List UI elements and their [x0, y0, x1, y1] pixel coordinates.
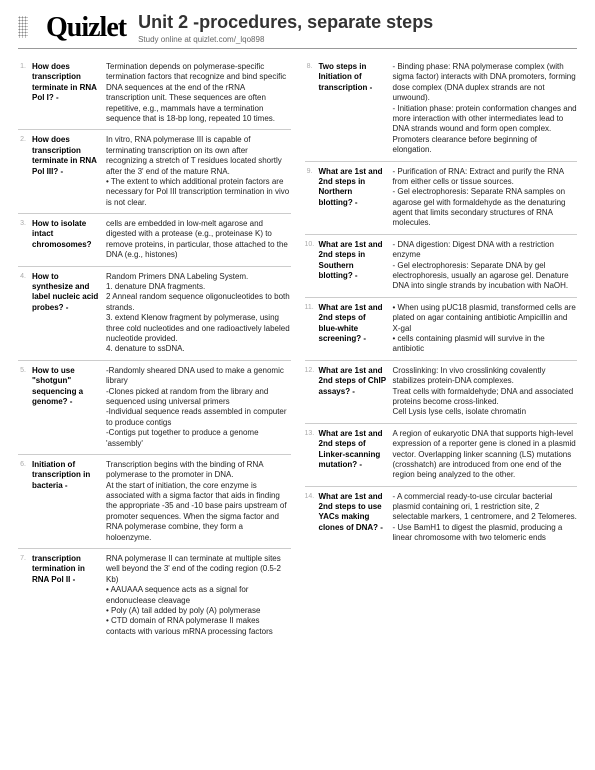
entry-number: 7.	[18, 554, 26, 637]
entry-definition: - A commercial ready-to-use circular bac…	[393, 492, 578, 544]
entry-definition: cells are embedded in low-melt agarose a…	[106, 219, 291, 261]
entry-definition: Transcription begins with the binding of…	[106, 460, 291, 543]
entry: 1.How does transcription terminate in RN…	[18, 57, 291, 129]
entry-term: Two steps in Initiation of transcription…	[319, 62, 387, 156]
entry: 13. What are 1st and 2nd steps of Linker-…	[305, 423, 578, 486]
entry-term: What are 1st and 2nd steps of ChIP assay…	[319, 366, 387, 418]
entry-definition: • When using pUC18 plasmid, transformed …	[393, 303, 578, 355]
entry-term: How does transcription terminate in RNA …	[32, 135, 100, 208]
entry-term: What are 1st and 2nd steps of Linker-sca…	[319, 429, 387, 481]
entry-number: 9.	[305, 167, 313, 229]
entry-definition: - DNA digestion: Digest DNA with a restr…	[393, 240, 578, 292]
entry-number: 8.	[305, 62, 313, 156]
decorative-dots	[18, 16, 28, 38]
entry: 6.Initiation of transcription in bacteri…	[18, 454, 291, 548]
entry: 5.How to use "shotgun" sequencing a geno…	[18, 360, 291, 454]
entry: 8.Two steps in Initiation of transcripti…	[305, 57, 578, 161]
entry: 10. What are 1st and 2nd steps in Souther…	[305, 234, 578, 297]
entry-definition: -Randomly sheared DNA used to make a gen…	[106, 366, 291, 449]
columns: 1.How does transcription terminate in RN…	[18, 57, 577, 642]
entry-definition: In vitro, RNA polymerase III is capable …	[106, 135, 291, 208]
entry: 9.What are 1st and 2nd steps in Northern…	[305, 161, 578, 234]
entry-definition: Termination depends on polymerase-specif…	[106, 62, 291, 124]
logo: Quizlet	[46, 12, 126, 42]
entry-term: How to use "shotgun" sequencing a genome…	[32, 366, 100, 449]
page-title: Unit 2 -procedures, separate steps	[138, 12, 577, 33]
entry-number: 5.	[18, 366, 26, 449]
entry-definition: A region of eukaryotic DNA that supports…	[393, 429, 578, 481]
entry-definition: - Purification of RNA: Extract and purif…	[393, 167, 578, 229]
entry-term: What are 1st and 2nd steps to use YACs m…	[319, 492, 387, 544]
right-column: 8.Two steps in Initiation of transcripti…	[305, 57, 578, 642]
entry-number: 2.	[18, 135, 26, 208]
entry-number: 11.	[305, 303, 313, 355]
entry-term: Initiation of transcription in bacteria …	[32, 460, 100, 543]
subtitle: Study online at quizlet.com/_lqo898	[138, 35, 577, 44]
entry-term: transcription termination in RNA Pol II …	[32, 554, 100, 637]
entry-term: What are 1st and 2nd steps of blue-white…	[319, 303, 387, 355]
entry: 7.transcription termination in RNA Pol I…	[18, 548, 291, 642]
entry-term: What are 1st and 2nd steps in Southern b…	[319, 240, 387, 292]
entry-definition: - Binding phase: RNA polymerase complex …	[393, 62, 578, 156]
entry-term: How to isolate intact chromosomes?	[32, 219, 100, 261]
entry-definition: RNA polymerase II can terminate at multi…	[106, 554, 291, 637]
entry-number: 1.	[18, 62, 26, 124]
header: Quizlet Unit 2 -procedures, separate ste…	[18, 12, 577, 49]
entry: 4.How to synthesize and label nucleic ac…	[18, 266, 291, 360]
entry: 2.How does transcription terminate in RN…	[18, 129, 291, 213]
entry-number: 10.	[305, 240, 313, 292]
entry-number: 14.	[305, 492, 313, 544]
entry-number: 13.	[305, 429, 313, 481]
entry-number: 6.	[18, 460, 26, 543]
entry-definition: Random Primers DNA Labeling System. 1. d…	[106, 272, 291, 355]
entry: 3.How to isolate intact chromosomes?cell…	[18, 213, 291, 266]
entry-number: 4.	[18, 272, 26, 355]
entry-definition: Crosslinking: In vivo crosslinking coval…	[393, 366, 578, 418]
title-block: Unit 2 -procedures, separate steps Study…	[138, 12, 577, 44]
left-column: 1.How does transcription terminate in RN…	[18, 57, 291, 642]
entry-term: What are 1st and 2nd steps in Northern b…	[319, 167, 387, 229]
entry-number: 12.	[305, 366, 313, 418]
entry-number: 3.	[18, 219, 26, 261]
entry-term: How does transcription terminate in RNA …	[32, 62, 100, 124]
entry: 11. What are 1st and 2nd steps of blue-wh…	[305, 297, 578, 360]
entry-term: How to synthesize and label nucleic acid…	[32, 272, 100, 355]
entry: 14. What are 1st and 2nd steps to use YAC…	[305, 486, 578, 549]
entry: 12. What are 1st and 2nd steps of ChIP as…	[305, 360, 578, 423]
